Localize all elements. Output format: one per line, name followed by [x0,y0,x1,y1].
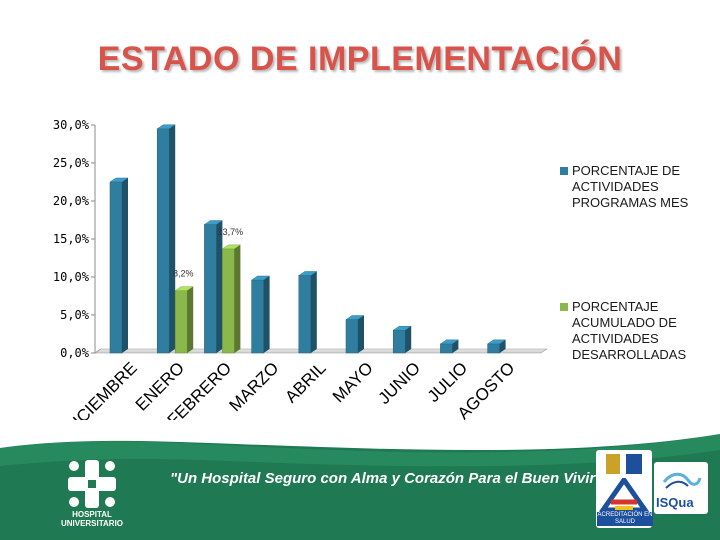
isqua-label: ISQua [656,495,694,510]
bar-front [156,128,170,354]
y-tick-label: 20,0% [53,194,90,208]
data-labels: 8,2% 13,7% [173,227,243,279]
bar-side [234,244,241,353]
bar-side [310,271,317,353]
bar-agosto-s1 [486,339,507,354]
bar-side [452,339,459,353]
y-tick-label: 10,0% [53,270,90,284]
x-tick-label-diciembre: DICIEMBRE [61,358,141,420]
isqua-wave-icon [662,472,702,489]
bar-enero-s2 [174,286,195,354]
bar-abril-s1 [297,271,318,354]
bar-front [487,343,500,354]
bar-side [358,315,364,353]
bar-front [345,319,359,354]
x-tick-label-abril: ABRIL [281,358,329,406]
y-tick-label: 30,0% [53,118,90,132]
legend-swatch [560,303,568,311]
bar-side [499,339,506,353]
bar-chart: 0,0% 5,0% 10,0% 15,0% 20,0% 25,0% 30,0% 8,2% 13… [53,118,548,420]
bar-side [187,286,194,353]
accreditation-a-icon [599,478,649,512]
x-tick-label-mayo: MAYO [329,358,377,406]
y-tick-label: 15,0% [53,232,90,246]
x-tick-label-marzo: MARZO [226,358,283,415]
bar-front [251,279,264,354]
hospital-logo [68,460,116,508]
legend-label: PORCENTAJE ACUMULADO DE ACTIVIDADES DESA… [572,299,687,362]
bar-front [392,329,406,354]
bar-febrero-s2 [221,244,242,354]
data-label-enero: 8,2% [173,269,194,279]
bar-side [169,124,176,353]
bar-side [122,178,128,353]
bar-side [405,326,412,353]
hospital-name: HOSPITAL UNIVERSITARIO [60,510,124,528]
legend-item-2: PORCENTAJE ACUMULADO DE ACTIVIDADES DESA… [560,299,720,363]
bar-front [109,181,123,354]
page-title: ESTADO DE IMPLEMENTACIÓN [97,40,623,78]
legend-item-1: PORCENTAJE DE ACTIVIDADES PROGRAMAS MES [560,163,720,211]
bar-marzo-s1 [250,275,271,354]
isqua-badge [654,462,708,514]
legend-swatch [560,167,568,175]
y-tick-label: 5,0% [60,308,90,322]
x-tick-label-junio: JUNIO [375,358,424,407]
bar-side [216,220,223,353]
bar-side [263,276,270,353]
bar-diciembre-s1 [109,177,129,354]
bar-febrero-s1 [203,220,224,354]
y-tick-label: 25,0% [53,156,90,170]
shield-icon [606,454,642,474]
accreditation-text: ACREDITACIÓN EN SALUD [597,512,653,526]
y-axis: 0,0% 5,0% 10,0% 15,0% 20,0% 25,0% 30,0% [53,118,102,360]
footer-wave [0,420,720,467]
bars [109,124,507,354]
bar-front [298,275,312,354]
bar-front [222,248,235,354]
bar-julio-s1 [439,339,460,354]
legend-label: PORCENTAJE DE ACTIVIDADES PROGRAMAS MES [572,163,689,210]
y-tick-label: 0,0% [60,346,90,360]
bar-front [440,343,453,354]
bar-mayo-s1 [345,315,365,354]
bar-enero-s1 [156,124,177,354]
slogan: "Un Hospital Seguro con Alma y Corazón P… [170,470,603,487]
bar-junio-s1 [392,325,413,354]
bar-front [174,290,188,354]
data-label-febrero: 13,7% [218,227,244,237]
bar-front [204,224,217,354]
